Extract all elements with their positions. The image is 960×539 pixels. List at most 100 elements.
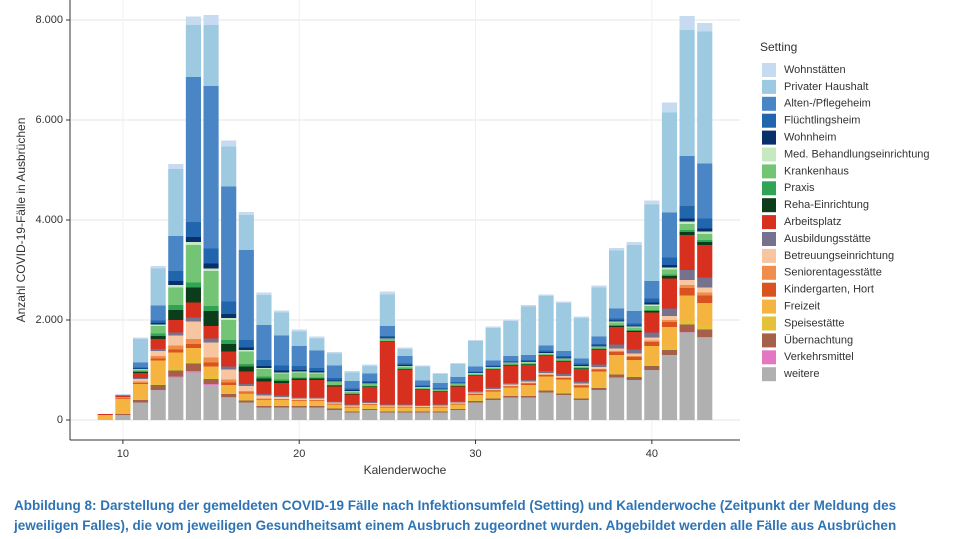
bar-segment	[626, 356, 642, 357]
bar-segment	[432, 407, 448, 411]
bar-segment	[185, 282, 202, 288]
bar-segment	[432, 406, 448, 407]
bar-segment	[591, 369, 607, 372]
bar-segment	[168, 236, 184, 271]
bar-segment	[661, 278, 678, 309]
bar-segment	[573, 398, 589, 400]
bar-segment	[185, 363, 202, 371]
bar-segment	[344, 412, 360, 420]
bar-segment	[467, 341, 484, 367]
bar-segment	[608, 248, 625, 251]
legend-title: Setting	[760, 40, 797, 54]
bar-segment	[379, 342, 395, 405]
bar-segment	[168, 376, 184, 378]
bar-segment	[697, 234, 713, 240]
bar-segment	[326, 408, 343, 410]
bar-segment	[679, 332, 695, 420]
bar-segment	[644, 310, 660, 311]
bar-segment	[238, 250, 254, 340]
bar-segment	[326, 404, 343, 408]
bar-segment	[238, 391, 254, 393]
bar-segment	[132, 381, 149, 383]
bar-segment	[397, 405, 413, 407]
legend-swatch	[762, 181, 776, 196]
legend-label: Arbeitsplatz	[784, 216, 841, 228]
bar-segment	[450, 386, 466, 387]
bar-segment	[415, 412, 431, 420]
bar-segment	[150, 390, 166, 420]
legend-label: Verkehrsmittel	[784, 351, 854, 363]
bar-segment	[221, 397, 237, 398]
bar-segment	[538, 350, 554, 352]
legend-label: Reha-Einrichtung	[784, 199, 869, 211]
bar-segment	[115, 398, 131, 399]
bar-segment	[344, 406, 360, 407]
x-axis-title: Kalenderwoche	[364, 463, 447, 477]
bar-segment	[661, 267, 678, 270]
bar-segment	[503, 361, 519, 362]
bar-segment	[309, 377, 325, 379]
bar-segment	[273, 400, 290, 405]
bar-segment	[344, 390, 360, 391]
bar-segment	[432, 411, 448, 412]
bar-segment	[238, 212, 254, 215]
bar-segment	[397, 410, 413, 412]
bar-segment	[256, 378, 272, 382]
bar-segment	[661, 102, 678, 113]
bar-segment	[503, 386, 519, 387]
bar-segment	[150, 324, 166, 326]
bar-segment	[132, 362, 149, 368]
bar-segment	[591, 345, 607, 347]
bar-segment	[379, 291, 395, 295]
legend-swatch	[762, 350, 776, 365]
bar-segment	[256, 366, 272, 368]
bar-segment	[256, 368, 272, 369]
bar-segment	[697, 242, 713, 245]
bar-segment	[520, 364, 537, 365]
bar-segment	[432, 391, 448, 392]
bar-segment	[291, 378, 307, 380]
bar-segment	[485, 387, 501, 389]
bar-segment	[573, 366, 589, 368]
legend-swatch	[762, 96, 776, 111]
bar-segment	[679, 30, 695, 156]
bar-segment	[467, 373, 484, 374]
bar-segment	[432, 383, 448, 388]
bar-segment	[326, 380, 343, 382]
bar-segment	[256, 400, 272, 405]
bar-segment	[379, 337, 395, 339]
legend-label: Privater Haushalt	[784, 81, 868, 93]
bar-segment	[309, 405, 325, 406]
bar-segment	[362, 403, 378, 404]
bar-segment	[520, 395, 537, 396]
bar-segment	[644, 332, 660, 338]
bar-segment	[697, 277, 713, 288]
legend-label: Kindergarten, Hort	[784, 284, 874, 296]
bar-segment	[538, 294, 554, 296]
bar-segment	[608, 348, 625, 351]
bar-segment	[362, 373, 378, 381]
bar-segment	[626, 311, 642, 324]
bar-segment	[203, 25, 219, 86]
bar-segment	[520, 305, 537, 307]
bar-segment	[256, 394, 272, 396]
bar-segment	[538, 353, 554, 354]
bar-segment	[450, 377, 466, 382]
bar-segment	[185, 222, 202, 237]
bar-segment	[326, 353, 343, 366]
bar-segment	[273, 395, 290, 397]
bar-segment	[626, 331, 642, 332]
bar-segment	[291, 380, 307, 398]
bar-segment	[485, 398, 501, 400]
bar-segment	[485, 369, 501, 370]
bar-segment	[168, 377, 184, 420]
bar-segment	[168, 370, 184, 377]
bar-segment	[661, 274, 678, 276]
bar-segment	[467, 402, 484, 420]
bar-segment	[150, 349, 166, 351]
legend-swatch	[762, 248, 776, 263]
bar-segment	[185, 321, 202, 339]
bar-segment	[644, 304, 660, 306]
bar-segment	[344, 394, 360, 405]
bar-segment	[644, 306, 660, 310]
